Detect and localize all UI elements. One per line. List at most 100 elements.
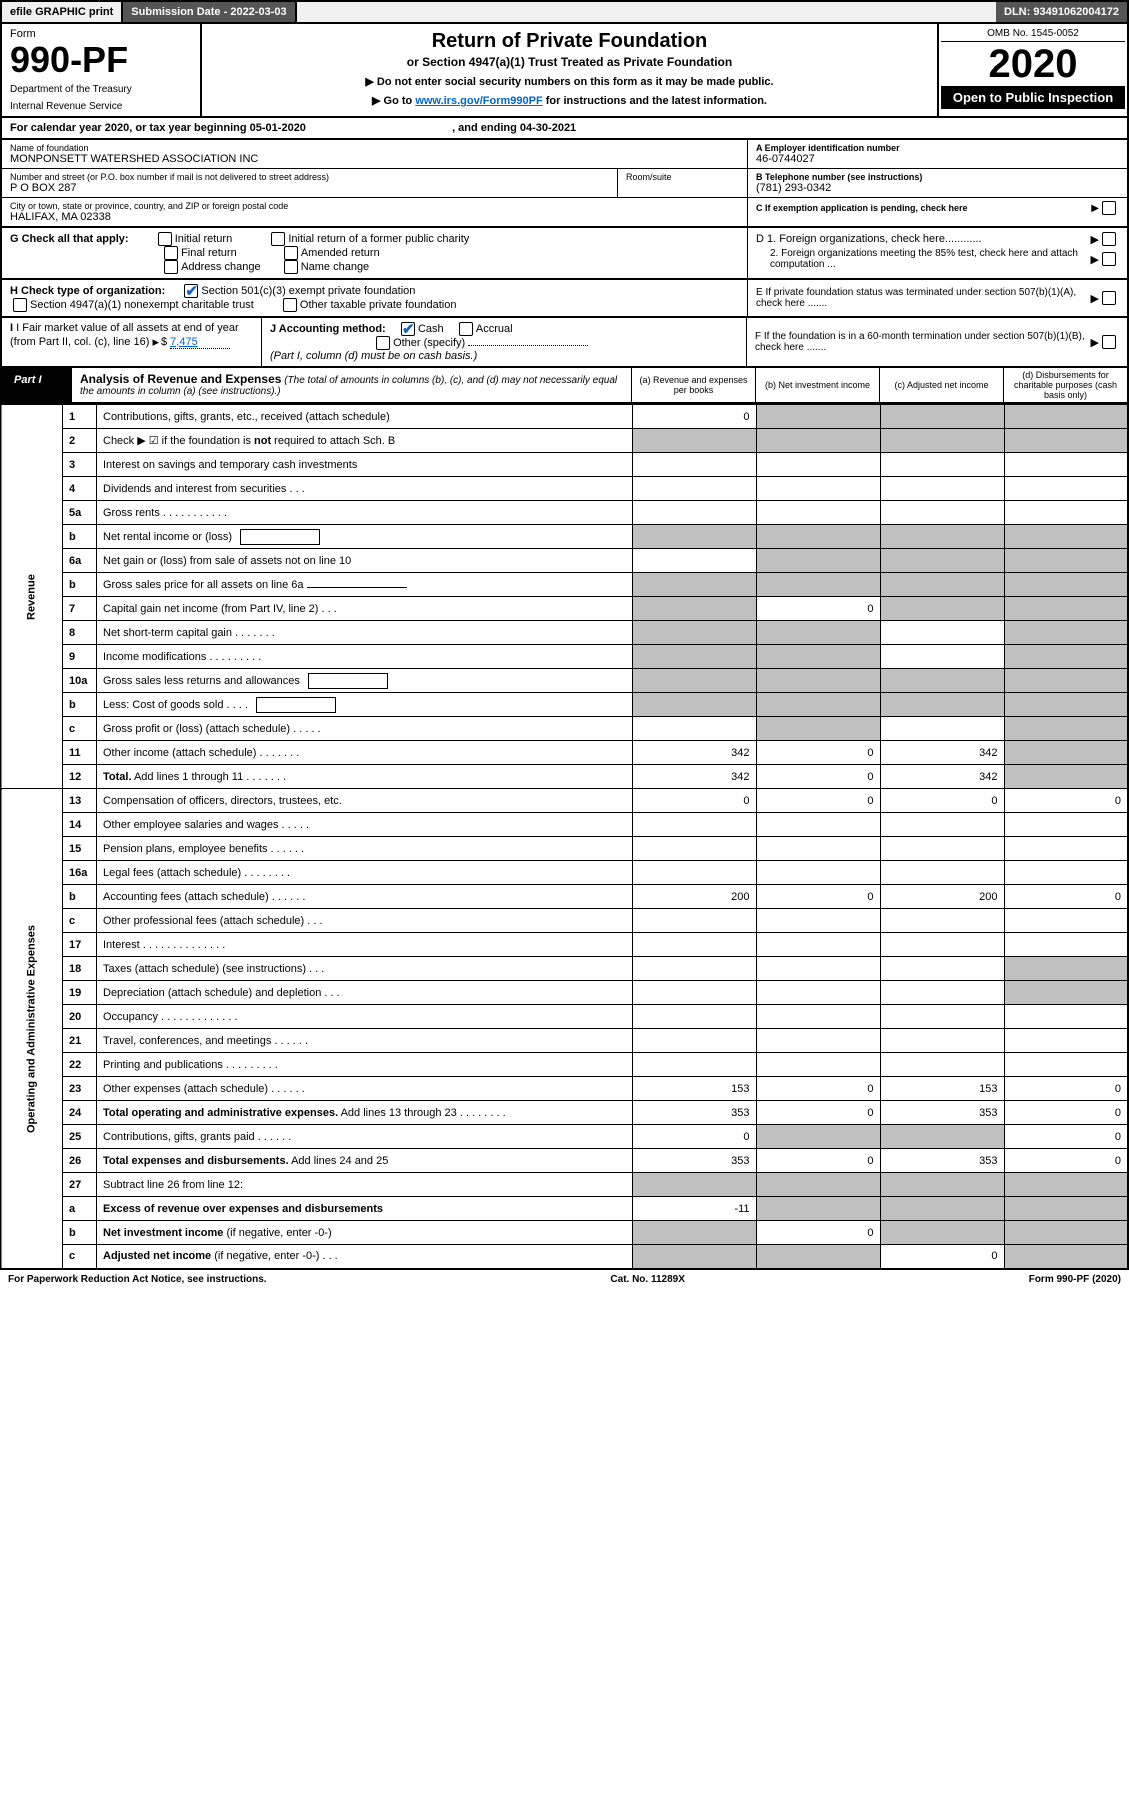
section-g-d: G Check all that apply: Initial return I…	[0, 228, 1129, 280]
line-description: Other expenses (attach schedule) . . . .…	[97, 1077, 633, 1101]
line-number: c	[63, 909, 97, 933]
value-cell	[1004, 837, 1128, 861]
fmv-link[interactable]: 7,475	[170, 336, 230, 349]
value-cell: 0	[632, 405, 756, 429]
cash-checkbox[interactable]	[401, 322, 415, 336]
value-cell	[632, 909, 756, 933]
expenses-sidelabel: Operating and Administrative Expenses	[1, 789, 63, 1269]
value-cell	[880, 549, 1004, 573]
value-cell	[632, 669, 756, 693]
table-row: 17Interest . . . . . . . . . . . . . .	[1, 933, 1128, 957]
form-title: Return of Private Foundation	[208, 30, 931, 53]
line-description: Gross sales less returns and allowances	[97, 669, 633, 693]
line-number: 7	[63, 597, 97, 621]
value-cell: 0	[632, 789, 756, 813]
value-cell	[1004, 1173, 1128, 1197]
table-row: 18Taxes (attach schedule) (see instructi…	[1, 957, 1128, 981]
value-cell	[632, 1173, 756, 1197]
exemption-pending-checkbox[interactable]	[1102, 201, 1116, 215]
value-cell	[880, 1125, 1004, 1149]
part1-label: Part I	[2, 368, 72, 402]
line-description: Net investment income (if negative, ente…	[97, 1221, 633, 1245]
amended-return-checkbox[interactable]	[284, 246, 298, 260]
j-label: J Accounting method:	[270, 323, 386, 335]
table-row: 5aGross rents . . . . . . . . . . .	[1, 501, 1128, 525]
f-checkbox[interactable]	[1102, 335, 1116, 349]
table-row: bLess: Cost of goods sold . . . .	[1, 693, 1128, 717]
table-row: cAdjusted net income (if negative, enter…	[1, 1245, 1128, 1269]
arrow-icon	[1087, 203, 1099, 214]
line-description: Legal fees (attach schedule) . . . . . .…	[97, 861, 633, 885]
efile-print[interactable]: efile GRAPHIC print	[2, 2, 123, 22]
d2-checkbox[interactable]	[1102, 252, 1116, 266]
value-cell	[880, 813, 1004, 837]
line-number: 20	[63, 1005, 97, 1029]
arrow-icon	[1087, 253, 1099, 266]
value-cell	[756, 933, 880, 957]
value-cell	[632, 1005, 756, 1029]
name-change-checkbox[interactable]	[284, 260, 298, 274]
value-cell: 0	[756, 1221, 880, 1245]
city-label: City or town, state or province, country…	[10, 201, 739, 211]
line-number: c	[63, 1245, 97, 1269]
line-description: Interest on savings and temporary cash i…	[97, 453, 633, 477]
line-description: Subtract line 26 from line 12:	[97, 1173, 633, 1197]
final-return-checkbox[interactable]	[164, 246, 178, 260]
value-cell	[756, 717, 880, 741]
value-cell: 0	[756, 597, 880, 621]
line-number: 24	[63, 1101, 97, 1125]
line-description: Total operating and administrative expen…	[97, 1101, 633, 1125]
line-number: a	[63, 1197, 97, 1221]
value-cell	[1004, 741, 1128, 765]
d1-checkbox[interactable]	[1102, 232, 1116, 246]
value-cell	[880, 645, 1004, 669]
table-row: 22Printing and publications . . . . . . …	[1, 1053, 1128, 1077]
value-cell	[756, 981, 880, 1005]
table-row: cOther professional fees (attach schedul…	[1, 909, 1128, 933]
value-cell	[1004, 429, 1128, 453]
form-ref: Form 990-PF (2020)	[1029, 1274, 1121, 1285]
value-cell	[756, 477, 880, 501]
form990pf-link[interactable]: www.irs.gov/Form990PF	[415, 95, 542, 107]
other-method-checkbox[interactable]	[376, 336, 390, 350]
phone: (781) 293-0342	[756, 182, 1119, 194]
line-number: 19	[63, 981, 97, 1005]
value-cell	[1004, 549, 1128, 573]
line-description: Contributions, gifts, grants paid . . . …	[97, 1125, 633, 1149]
table-row: 8Net short-term capital gain . . . . . .…	[1, 621, 1128, 645]
initial-former-checkbox[interactable]	[271, 232, 285, 246]
value-cell: 342	[880, 741, 1004, 765]
section-h-e: H Check type of organization: Section 50…	[0, 280, 1129, 318]
value-cell	[1004, 909, 1128, 933]
table-row: 26Total expenses and disbursements. Add …	[1, 1149, 1128, 1173]
address-change-checkbox[interactable]	[164, 260, 178, 274]
value-cell	[632, 957, 756, 981]
value-cell	[756, 1197, 880, 1221]
f-60month: F If the foundation is in a 60-month ter…	[755, 331, 1087, 353]
value-cell	[1004, 717, 1128, 741]
value-cell: 353	[632, 1149, 756, 1173]
value-cell	[756, 837, 880, 861]
initial-return-checkbox[interactable]	[158, 232, 172, 246]
value-cell: 0	[756, 885, 880, 909]
line-number: 2	[63, 429, 97, 453]
entity-info: Name of foundation MONPONSETT WATERSHED …	[0, 140, 1129, 228]
addr-label: Number and street (or P.O. box number if…	[10, 172, 609, 182]
4947a1-checkbox[interactable]	[13, 298, 27, 312]
501c3-checkbox[interactable]	[184, 284, 198, 298]
e-terminated: E If private foundation status was termi…	[756, 287, 1087, 309]
line-description: Occupancy . . . . . . . . . . . . .	[97, 1005, 633, 1029]
line-number: 15	[63, 837, 97, 861]
line-number: 13	[63, 789, 97, 813]
value-cell	[1004, 621, 1128, 645]
table-row: bAccounting fees (attach schedule) . . .…	[1, 885, 1128, 909]
irs: Internal Revenue Service	[10, 101, 192, 112]
line-number: c	[63, 717, 97, 741]
line-number: 16a	[63, 861, 97, 885]
table-row: 24Total operating and administrative exp…	[1, 1101, 1128, 1125]
e-checkbox[interactable]	[1102, 291, 1116, 305]
line-description: Total expenses and disbursements. Add li…	[97, 1149, 633, 1173]
line-description: Accounting fees (attach schedule) . . . …	[97, 885, 633, 909]
other-taxable-checkbox[interactable]	[283, 298, 297, 312]
accrual-checkbox[interactable]	[459, 322, 473, 336]
